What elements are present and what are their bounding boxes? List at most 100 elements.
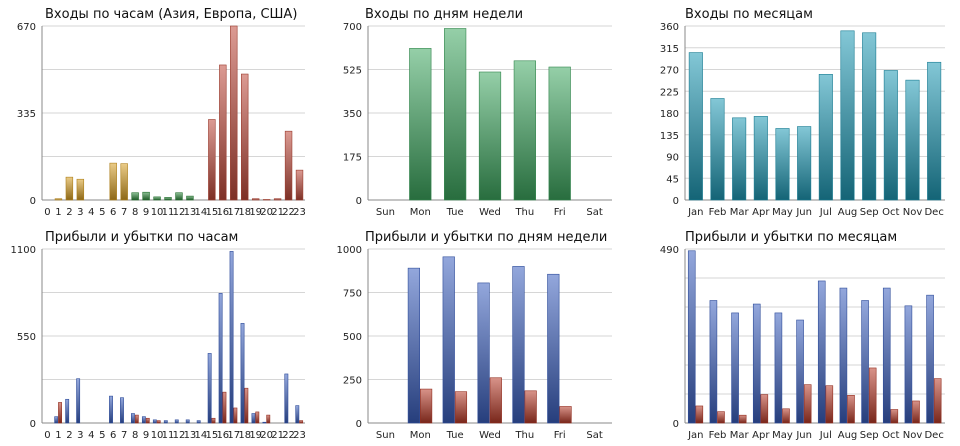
bar-Oct-series-2 (890, 409, 899, 424)
x-tick-label: 10 (151, 430, 164, 441)
bar-18-series-1 (240, 323, 245, 424)
x-tick-label: Oct (882, 430, 899, 441)
bar-Sep-series-2 (868, 367, 877, 424)
y-tick-label: 175 (343, 153, 362, 164)
x-tick-label: 3 (77, 207, 83, 218)
bar-Jun-series-2 (803, 384, 812, 424)
chart-title: Прибыли и убытки по часам (45, 230, 238, 245)
bar-7 (120, 163, 128, 201)
bar-18-series-2 (244, 387, 249, 424)
y-tick-label: 0 (673, 419, 679, 430)
x-tick-label: 5 (99, 430, 105, 441)
x-tick-label: 1 (55, 207, 61, 218)
bar-22 (284, 130, 293, 201)
x-tick-label: 11 (162, 430, 175, 441)
x-tick-label: 20 (260, 430, 273, 441)
y-tick-label: 250 (343, 376, 362, 387)
y-tick-label: 670 (17, 22, 36, 33)
x-tick-label: 3 (77, 430, 83, 441)
y-tick-label: 0 (30, 196, 36, 207)
bar-Apr-series-2 (760, 394, 769, 424)
bar-Apr (753, 116, 768, 201)
x-tick-label: Mar (730, 207, 750, 218)
bar-3 (76, 178, 85, 201)
bar-Mon (409, 48, 432, 201)
bar-7-series-1 (120, 397, 124, 424)
x-tick-label: Sat (586, 207, 602, 218)
x-tick-label: Sep (860, 207, 879, 218)
x-tick-label: Jun (795, 207, 812, 218)
bar-Aug-series-1 (839, 287, 848, 424)
x-tick-label: Jul (819, 430, 832, 441)
chart-title: Входы по месяцам (685, 7, 813, 22)
bar-Sep (862, 32, 877, 201)
bar-10 (153, 196, 161, 201)
x-tick-label: Thu (514, 430, 534, 441)
bar-Tue-series-1 (442, 256, 455, 424)
x-tick-label: 5 (99, 207, 105, 218)
x-tick-label: Oct (882, 207, 899, 218)
bar-14-series-1 (196, 420, 201, 424)
x-tick-label: Feb (709, 430, 727, 441)
bar-Nov (905, 79, 920, 201)
bar-19-series-1 (251, 413, 256, 424)
bar-22-series-1 (284, 373, 289, 424)
chart-panel-3: Входы по месяцам 0 45 90 135 180 225 270 315 360 J… (660, 7, 945, 218)
bar-16-series-1 (218, 292, 223, 424)
bar-11-series-1 (163, 420, 168, 424)
bar-May-series-1 (774, 312, 783, 424)
bar-May-series-2 (782, 408, 790, 424)
x-tick-label: Fri (554, 207, 566, 218)
bar-Fri-series-1 (547, 273, 560, 424)
x-tick-label: Jul (819, 207, 832, 218)
bar-Wed-series-2 (489, 377, 502, 424)
bar-Mar-series-1 (731, 312, 739, 424)
x-tick-label: Sat (586, 430, 602, 441)
x-tick-label: 22 (282, 207, 295, 218)
x-tick-label: Tue (446, 430, 464, 441)
bar-Jul-series-2 (825, 385, 834, 424)
bar-1 (54, 198, 63, 201)
bar-21 (273, 198, 282, 201)
chart-panel-1: Входы по часам (Азия, Европа, США) 0 335 67… (17, 7, 306, 218)
y-tick-label: 350 (343, 109, 362, 120)
bar-3-series-1 (76, 378, 81, 424)
bar-1-series-2 (58, 402, 62, 424)
bar-17-series-1 (229, 251, 234, 424)
bar-6 (109, 162, 117, 201)
x-tick-label: 17 (227, 430, 240, 441)
bar-13 (186, 195, 194, 201)
x-tick-label: Aug (838, 430, 858, 441)
x-tick-label: Jun (795, 430, 812, 441)
bar-Dec-series-2 (933, 378, 942, 424)
x-tick-label: 0 (44, 207, 50, 218)
x-tick-label: 18 (238, 207, 251, 218)
x-tick-label: Mon (410, 207, 431, 218)
bar-2 (65, 176, 74, 201)
bar-15 (208, 119, 216, 201)
bar-2-series-1 (65, 398, 70, 424)
bar-Thu-series-1 (512, 266, 525, 424)
x-tick-label: 14 (195, 430, 208, 441)
x-tick-label: May (772, 207, 793, 218)
bar-6-series-1 (109, 395, 113, 424)
x-tick-label: 13 (184, 207, 197, 218)
bar-Jul-series-1 (817, 280, 826, 424)
y-tick-label: 335 (17, 109, 36, 120)
y-tick-label: 90 (666, 153, 679, 164)
bar-Oct-series-1 (882, 287, 891, 424)
x-tick-label: 12 (173, 207, 186, 218)
chart-title: Входы по дням недели (365, 7, 523, 22)
bar-9 (142, 191, 150, 201)
bar-Mar (732, 117, 747, 201)
x-tick-label: Tue (446, 207, 464, 218)
y-tick-label: 500 (343, 332, 362, 343)
x-tick-label: 18 (238, 430, 251, 441)
y-tick-label: 550 (17, 332, 36, 343)
x-tick-label: 16 (216, 430, 229, 441)
bar-Jan-series-2 (695, 405, 704, 424)
x-tick-label: 6 (110, 430, 116, 441)
x-tick-label: 10 (151, 207, 164, 218)
x-tick-label: 15 (205, 207, 218, 218)
